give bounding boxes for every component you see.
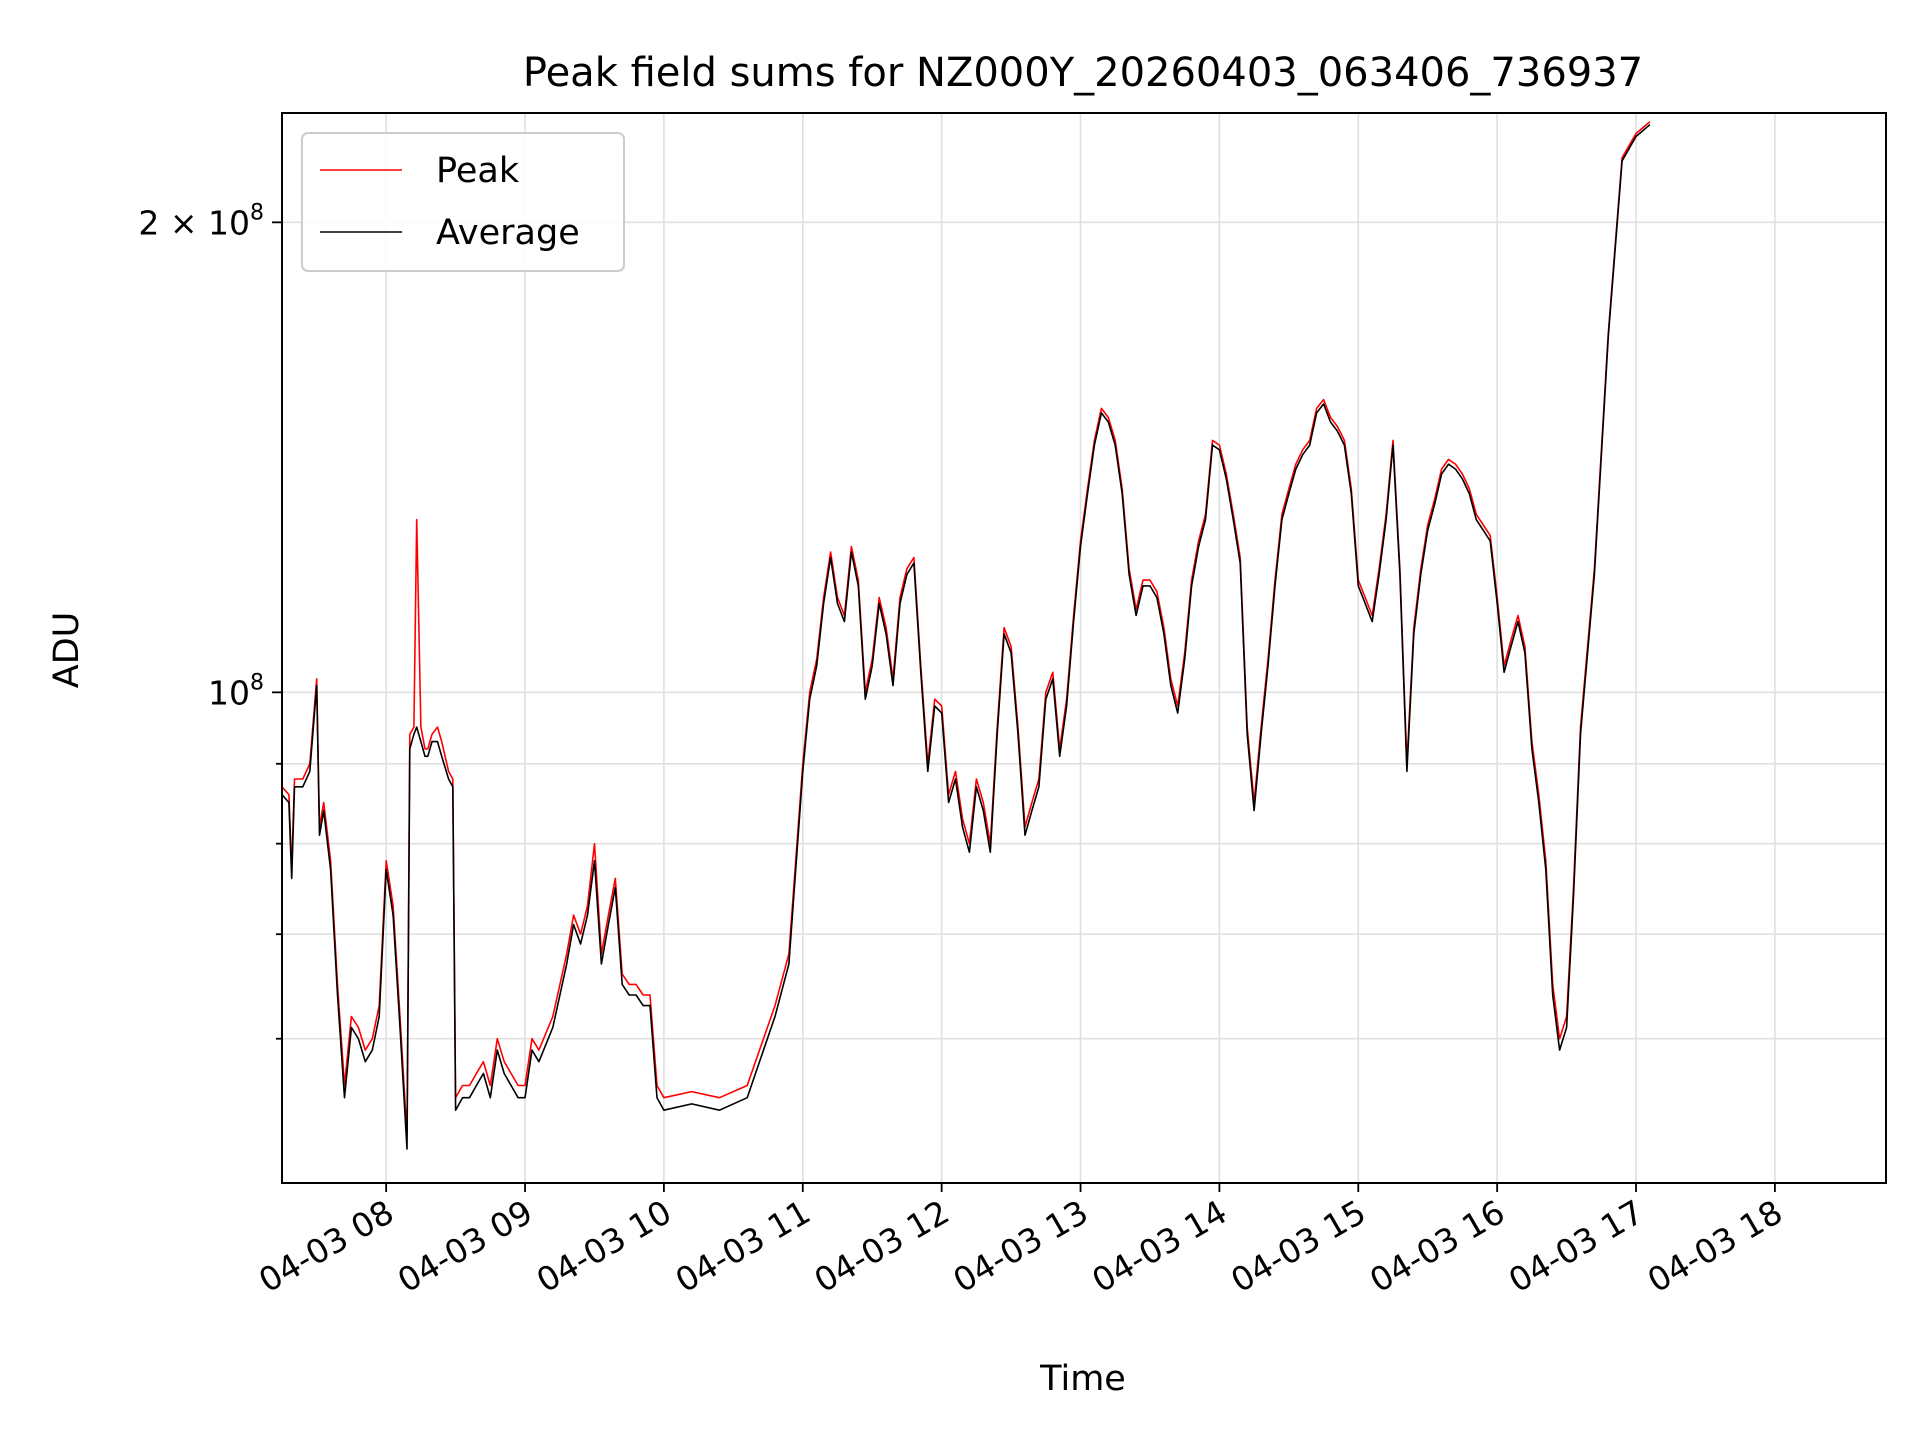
y-tick-label: 2 × 108	[138, 200, 264, 242]
x-axis-label: Time	[1039, 1359, 1126, 1399]
plot-frame	[281, 112, 1887, 1184]
series-layer	[282, 121, 1651, 1150]
series-line-average	[282, 123, 1651, 1150]
y-axis: 108 2 × 108	[138, 200, 282, 1040]
legend-box	[301, 132, 625, 272]
y-tick-label: 108	[208, 670, 264, 712]
chart-title: Peak field sums for NZ000Y_20260403_0634…	[523, 50, 1643, 96]
legend-label-average: Average	[436, 213, 580, 253]
y-axis-label: ADU	[47, 612, 87, 689]
legend: Peak Average	[301, 132, 625, 272]
legend-label-peak: Peak	[436, 151, 520, 191]
grid-layer	[282, 113, 1886, 1183]
